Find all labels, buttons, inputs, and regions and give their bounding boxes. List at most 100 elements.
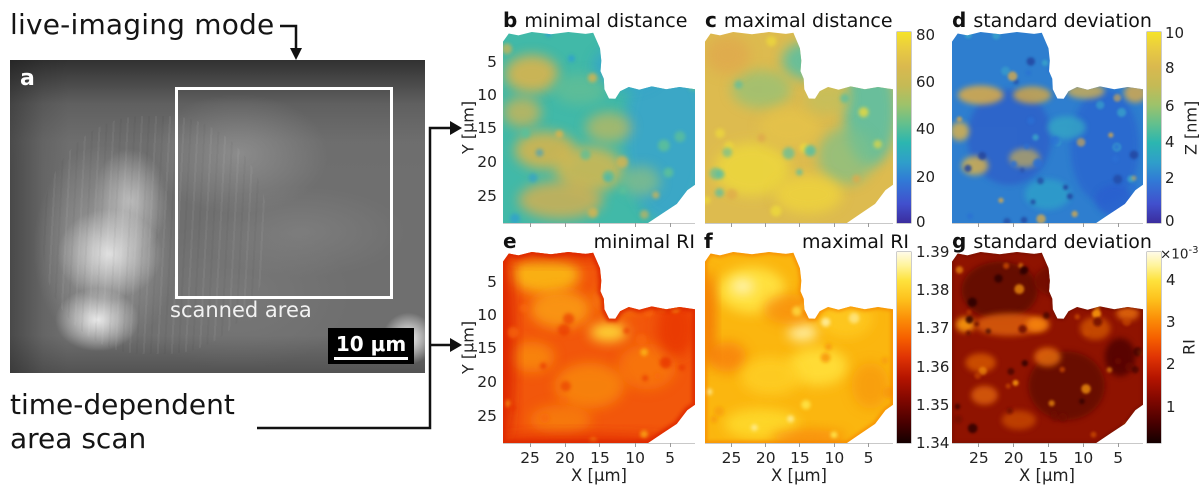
scale-bar-label: 10 μm [333,332,409,360]
x-tick-mark [634,443,636,447]
colorbar-tick-label: 1.35 [916,395,950,414]
x-tick-label: 15 [590,449,610,467]
multiplier-exponent: -3 [1188,245,1199,256]
x-tick-label: 25 [969,449,989,467]
axis-line [705,443,893,444]
axis-line [503,223,695,224]
y-axis-label-b: Y [μm] [458,100,478,155]
panel-f-title: f maximal RI [704,229,909,253]
panel-a-letter: a [20,66,35,91]
panel-d-title-text: standard deviation [973,10,1152,32]
colorbar-tick-label: 3 [1166,312,1176,331]
heatmap-b [503,32,695,227]
panel-f-title-text: maximal RI [802,231,909,253]
colorbar-ri-gradient [897,252,911,443]
panel-b-title-text: minimal distance [524,10,688,32]
colorbar-ristd-gradient [1147,252,1161,443]
colorbar-tick-label: 8 [1165,59,1175,78]
scale-bar: 10 μm [328,328,414,364]
x-tick-mark [765,223,767,227]
x-tick-label: 5 [665,449,675,467]
x-axis-label-f: X [μm] [771,466,827,485]
colorbar-tick-label: 1.38 [916,281,950,300]
cell-texture [43,116,268,355]
x-axis-f: 25 20 15 10 5 [705,449,893,467]
colorbar-ristd-label: RI [1179,339,1199,356]
x-tick-label: 5 [1113,449,1124,467]
colorbar-z-label: Z [nm] [1181,100,1200,155]
heatmap-f [705,252,893,447]
colorbar-tick-label: 1 [1166,397,1176,416]
panel-d-letter: d [952,8,967,32]
x-tick-mark [1117,223,1119,227]
panel-d-title: d standard deviation [952,8,1162,32]
x-tick-label: 10 [824,449,845,467]
live-imaging-arrow [280,24,298,50]
x-tick-label: 15 [1038,449,1059,467]
heatmap-surface-f [705,252,893,443]
y-axis-label-e: Y [μm] [458,320,478,375]
colorbar-tick-label: 2 [1165,169,1175,188]
scanned-area-box [175,87,393,299]
time-dependent-line2: area scan [10,422,147,455]
axis-line [952,223,1143,224]
x-tick-mark [1082,223,1084,227]
y-axis-b: 5 10 15 20 25 [455,32,499,223]
x-tick-mark [799,223,801,227]
x-tick-mark [731,223,732,227]
heatmap-c [705,32,893,227]
colorbar-tick-label: 1.37 [916,319,950,338]
colorbar-z [1147,32,1161,223]
multiplier-base: ×10 [1160,246,1189,263]
x-tick-mark [1013,223,1015,227]
colorbar-ristd-multiplier: ×10-3 [1160,245,1198,263]
panel-e-title: e minimal RI [503,229,695,253]
colorbar-ristd-ticks: 4 3 2 1 [1166,252,1200,443]
panel-e-letter: e [503,229,517,253]
y-tick-label: 25 [477,407,497,426]
x-tick-label: 20 [555,449,575,467]
colorbar-tick-label: 10 [1165,23,1185,42]
heatmap-surface-d [952,32,1143,223]
x-tick-mark [669,443,671,447]
colorbar-ri-ticks: 1.39 1.38 1.37 1.36 1.35 1.34 [916,243,956,452]
axis-line [503,443,695,444]
time-dependent-line1: time-dependent [10,388,235,421]
x-tick-mark [529,223,531,227]
time-dependent-label: time-dependent area scan [10,388,235,456]
x-tick-mark [564,223,566,227]
x-tick-mark [634,223,636,227]
colorbar-tick-label: 2 [1166,355,1176,374]
x-tick-mark [799,443,801,447]
heatmap-surface-e [503,252,695,443]
panel-b-title: b minimal distance [503,8,695,32]
x-tick-label: 15 [790,449,810,467]
heatmap-surface-c [705,32,893,223]
x-tick-label: 10 [625,449,645,467]
colorbar-tick-label: 0 [1165,212,1175,231]
x-tick-mark [1082,443,1084,447]
panel-e-title-text: minimal RI [593,231,695,253]
live-imaging-arrowhead [290,48,302,60]
x-tick-mark [1013,443,1015,447]
x-tick-mark [599,223,601,227]
x-tick-label: 25 [721,449,742,467]
y-tick-label: 15 [477,119,497,138]
colorbar-tick-label: 1.36 [916,357,950,376]
colorbar-tick-label: 80 [916,25,936,44]
x-tick-mark [868,223,870,227]
x-tick-mark [765,443,767,447]
y-tick-label: 25 [477,187,497,206]
x-tick-label: 20 [1003,449,1024,467]
axis-line [705,223,893,224]
x-tick-mark [564,443,566,447]
colorbar-ristd [1147,252,1161,443]
y-tick-label: 10 [477,306,497,325]
colorbar-distance-gradient [897,32,911,223]
x-tick-mark [868,443,870,447]
colorbar-tick-label: 0 [916,213,926,232]
colorbar-tick-label: 4 [1165,132,1175,151]
heatmap-g [952,252,1143,447]
x-tick-mark [1047,443,1049,447]
